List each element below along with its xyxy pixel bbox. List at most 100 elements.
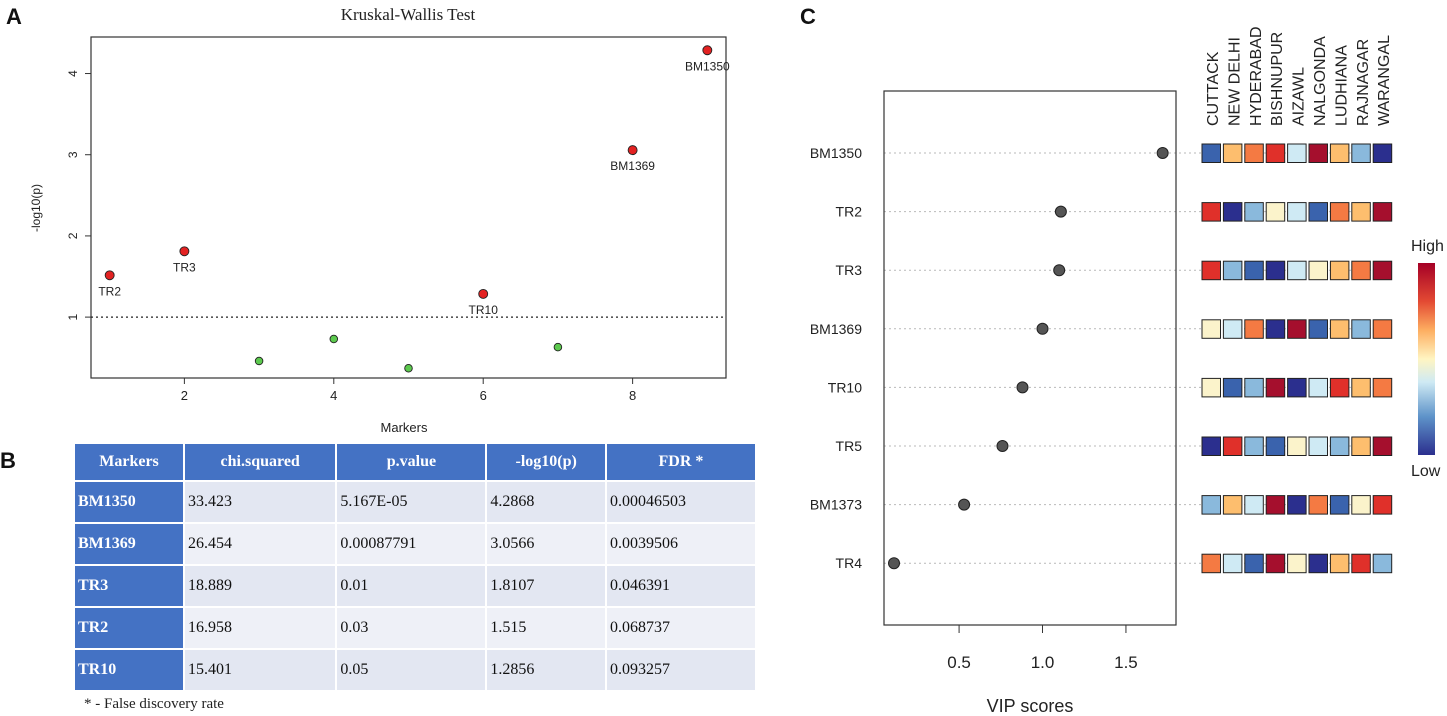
row-header-cell: TR2 bbox=[73, 606, 185, 650]
data-points: TR2 TR3 TR10 BM1369 BM1350 bbox=[98, 45, 730, 373]
location-label: NALGONDA bbox=[1312, 36, 1329, 126]
heatmap-cell bbox=[1201, 319, 1221, 339]
table-row: TR10 15.401 0.05 1.2856 0.093257 bbox=[73, 648, 758, 692]
heatmap-cell bbox=[1222, 436, 1243, 456]
heatmap-cell bbox=[1308, 377, 1328, 398]
y-tick-label: 2 bbox=[66, 232, 80, 239]
table-row: BM1369 26.454 0.00087791 3.0566 0.0039506 bbox=[73, 522, 758, 566]
x-tick-label: 2 bbox=[181, 388, 188, 403]
marker-label: BM1350 bbox=[810, 145, 862, 161]
location-label: LUDHIANA bbox=[1333, 45, 1350, 126]
heatmap-cell bbox=[1222, 377, 1243, 398]
marker-label: BM1373 bbox=[810, 497, 862, 513]
row-header-cell: TR10 bbox=[73, 648, 185, 692]
table-cell: 0.046391 bbox=[604, 564, 758, 608]
heatmap-cell bbox=[1201, 202, 1221, 222]
heatmap-cell bbox=[1308, 260, 1328, 281]
data-point bbox=[702, 45, 713, 56]
vip-point bbox=[1053, 264, 1066, 277]
vip-point bbox=[1054, 205, 1067, 218]
panel-label-a: A bbox=[6, 4, 22, 29]
heatmap-cell bbox=[1351, 553, 1371, 574]
data-point bbox=[329, 334, 339, 344]
heatmap-cell bbox=[1201, 260, 1221, 281]
heatmap-cell bbox=[1244, 319, 1264, 339]
heatmap-cell bbox=[1287, 377, 1307, 398]
table-cell: 1.2856 bbox=[485, 648, 607, 692]
column-header: p.value bbox=[335, 442, 488, 482]
x-tick-label: 1.0 bbox=[1031, 653, 1055, 672]
x-tick-label: 1.5 bbox=[1114, 653, 1138, 672]
point-label: TR2 bbox=[98, 284, 121, 298]
heatmap-cell bbox=[1244, 202, 1264, 222]
table-cell: 0.03 bbox=[335, 606, 488, 650]
heatmap-cell bbox=[1287, 553, 1307, 574]
heatmap-cell bbox=[1222, 495, 1243, 515]
heatmap-cell bbox=[1329, 553, 1350, 574]
table-row: TR2 16.958 0.03 1.515 0.068737 bbox=[73, 606, 758, 650]
x-tick-label: 0.5 bbox=[947, 653, 971, 672]
heatmap-cell bbox=[1244, 377, 1264, 398]
vip-point bbox=[996, 440, 1009, 452]
row-header-cell: BM1369 bbox=[73, 522, 185, 566]
chart-title: Kruskal-Wallis Test bbox=[341, 5, 476, 24]
column-header: chi.squared bbox=[182, 442, 338, 482]
vip-point bbox=[1036, 322, 1049, 335]
heatmap-cell bbox=[1287, 202, 1307, 222]
heatmap-cell bbox=[1351, 436, 1371, 456]
heatmap-cell bbox=[1308, 143, 1328, 163]
data-point bbox=[553, 342, 563, 352]
heatmap-cell bbox=[1329, 436, 1350, 456]
vip-points bbox=[888, 147, 1169, 570]
heatmap-cell bbox=[1222, 202, 1243, 222]
heatmap-cell bbox=[1308, 202, 1328, 222]
vip-point bbox=[1016, 381, 1029, 394]
heatmap-cell bbox=[1372, 495, 1393, 515]
heatmap-cell bbox=[1265, 377, 1286, 398]
table-cell: 0.068737 bbox=[604, 606, 758, 650]
marker-label: TR5 bbox=[836, 438, 863, 454]
vip-point bbox=[1156, 147, 1169, 159]
point-label: TR3 bbox=[173, 260, 196, 274]
heatmap-cell bbox=[1329, 260, 1350, 281]
data-point bbox=[104, 270, 115, 281]
marker-label: TR3 bbox=[836, 262, 863, 278]
heatmap-cell bbox=[1265, 553, 1286, 574]
table-cell: 26.454 bbox=[182, 522, 338, 566]
heatmap-cell bbox=[1351, 260, 1371, 281]
heatmap-cell bbox=[1244, 436, 1264, 456]
panel-label-c: C bbox=[800, 4, 816, 29]
x-axis-label: VIP scores bbox=[987, 696, 1074, 716]
location-label: NEW DELHI bbox=[1226, 37, 1243, 126]
scale-high-label: High bbox=[1411, 238, 1444, 255]
row-header-cell: BM1350 bbox=[73, 480, 185, 524]
results-table: Markers chi.squared p.value -log10(p) FD… bbox=[73, 442, 758, 692]
heatmap-cell bbox=[1308, 436, 1328, 456]
data-point bbox=[627, 145, 638, 156]
heatmap-cell bbox=[1372, 553, 1393, 574]
table-cell: 0.0039506 bbox=[604, 522, 758, 566]
heatmap-cell bbox=[1265, 319, 1286, 339]
heatmap-cell bbox=[1287, 260, 1307, 281]
data-point bbox=[478, 288, 489, 299]
heatmap-cell bbox=[1222, 260, 1243, 281]
y-tick-label: 3 bbox=[66, 151, 80, 158]
table-cell: 0.00046503 bbox=[604, 480, 758, 524]
x-tick-label: 8 bbox=[629, 388, 636, 403]
marker-label: TR10 bbox=[828, 379, 862, 395]
x-axis-label: Markers bbox=[381, 420, 428, 435]
heatmap-cell bbox=[1222, 319, 1243, 339]
heatmap-cell bbox=[1244, 260, 1264, 281]
heatmap-cell bbox=[1329, 319, 1350, 339]
marker-label: BM1369 bbox=[810, 321, 862, 337]
table-cell: 18.889 bbox=[182, 564, 338, 608]
point-label: BM1369 bbox=[610, 159, 655, 173]
data-point bbox=[179, 246, 190, 257]
heatmap-cell bbox=[1372, 377, 1393, 398]
heatmap-cell bbox=[1201, 143, 1221, 163]
table-cell: 15.401 bbox=[182, 648, 338, 692]
y-axis-label: -log10(p) bbox=[29, 184, 43, 232]
panel-label-b: B bbox=[0, 448, 16, 473]
table-cell: 16.958 bbox=[182, 606, 338, 650]
table-cell: 0.05 bbox=[335, 648, 488, 692]
